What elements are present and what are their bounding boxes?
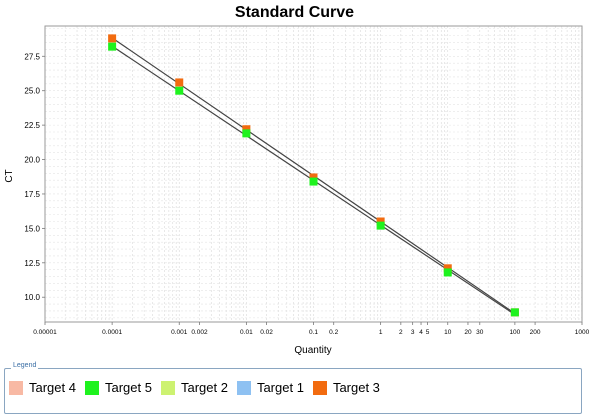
y-axis-label: CT [4,169,15,182]
legend-swatch [312,380,327,395]
legend-item: Target 3 [312,380,380,395]
x-axis-ticks: 0.00001 0.0001 0.001 0.002 0.01 0.02 0.1 0.2 1 2 3… [33,322,589,336]
legend-item: Target 4 [9,380,76,395]
x-axis-label: Quantity [294,345,331,356]
legend-swatch [160,380,175,395]
legend-label: Target 2 [180,380,228,395]
y-tick-label: 17.5 [24,190,40,199]
x-tick-label: 0.02 [260,329,273,336]
x-tick-label: 0.1 [309,329,318,336]
standard-curve-chart: 0.00001 0.0001 0.001 0.002 0.01 0.02 0.1 0.2 1 2 3… [4,25,589,356]
x-tick-label: 3 [411,329,415,336]
x-tick-label: 5 [426,329,430,336]
x-tick-label: 200 [530,329,541,336]
x-tick-label: 0.2 [329,329,338,336]
data-point [175,78,184,87]
x-tick-label: 0.002 [191,329,208,336]
x-tick-label: 1000 [575,329,589,336]
grid-lines [45,26,582,322]
legend-label: Target 3 [332,380,380,395]
data-point [376,221,385,230]
x-tick-label: 10 [444,329,452,336]
y-tick-label: 27.5 [24,52,40,61]
y-tick-label: 12.5 [24,259,40,268]
x-tick-label: 0.00001 [33,329,57,336]
y-axis-ticks: 10.0 12.5 15.0 17.5 20.0 22.5 25.0 27.5 [24,52,45,302]
y-tick-label: 20.0 [24,156,40,165]
legend-item: Target 2 [160,380,228,395]
data-point [376,217,385,226]
data-point [108,42,117,51]
x-tick-label: 1 [379,329,383,336]
data-point [242,129,251,138]
data-point [108,34,117,43]
y-tick-label: 22.5 [24,121,40,130]
y-tick-label: 25.0 [24,87,40,96]
legend-item: Target 5 [84,380,152,395]
data-point [175,86,184,95]
legend-swatch [84,380,99,395]
x-tick-label: 4 [419,329,423,336]
legend-swatch [236,380,251,395]
y-tick-label: 10.0 [24,293,40,302]
data-point [309,177,318,186]
data-point [443,268,452,277]
data-point [242,125,251,134]
legend-label: Target 5 [104,380,152,395]
legend-items: Target 4 Target 5 Target 2 Target 1 Target 3 [9,380,389,395]
y-tick-label: 15.0 [24,224,40,233]
data-point [309,173,318,182]
data-points [108,34,519,317]
legend-item: Target 1 [236,380,304,395]
x-tick-label: 0.001 [171,329,188,336]
x-tick-label: 0.0001 [102,329,122,336]
x-tick-label: 30 [476,329,484,336]
x-tick-label: 2 [399,329,403,336]
data-point [510,308,519,317]
chart-title: Standard Curve [234,4,355,21]
legend-swatch [9,380,23,395]
x-tick-label: 0.01 [240,329,253,336]
legend-label: Target 1 [256,380,304,395]
x-tick-label: 100 [509,329,520,336]
x-tick-label: 20 [464,329,472,336]
data-point [443,264,452,273]
legend-label: Target 4 [29,380,76,395]
legend-title: Legend [11,362,39,369]
